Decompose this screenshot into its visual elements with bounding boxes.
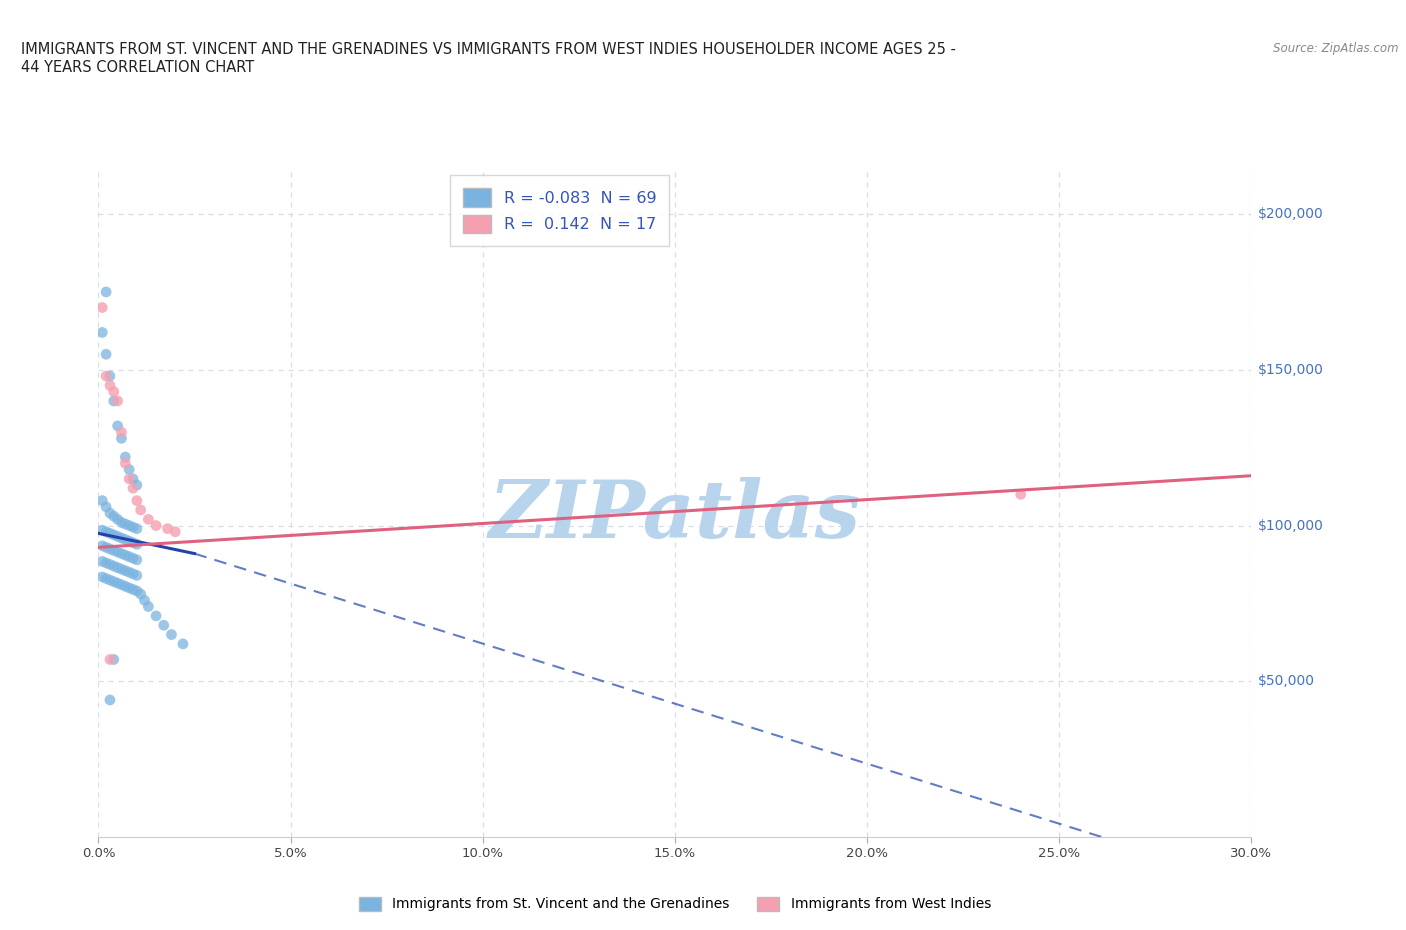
- Point: [160, 627, 183, 642]
- Point: [110, 531, 132, 546]
- Point: [118, 565, 141, 579]
- Point: [122, 472, 145, 486]
- Point: [107, 418, 129, 433]
- Legend: R = -0.083  N = 69, R =  0.142  N = 17: R = -0.083 N = 69, R = 0.142 N = 17: [450, 176, 669, 246]
- Point: [156, 521, 179, 536]
- Point: [98, 693, 121, 708]
- Point: [145, 518, 167, 533]
- Point: [152, 618, 174, 632]
- Point: [125, 552, 148, 567]
- Point: [98, 368, 121, 383]
- Point: [134, 592, 156, 607]
- Point: [114, 532, 136, 547]
- Point: [1010, 487, 1032, 502]
- Point: [118, 462, 141, 477]
- Point: [129, 502, 152, 517]
- Point: [103, 559, 125, 574]
- Point: [103, 574, 125, 589]
- Point: [94, 525, 117, 539]
- Point: [138, 599, 160, 614]
- Text: $100,000: $100,000: [1258, 519, 1324, 533]
- Text: Source: ZipAtlas.com: Source: ZipAtlas.com: [1274, 42, 1399, 55]
- Text: $150,000: $150,000: [1258, 363, 1324, 377]
- Point: [122, 481, 145, 496]
- Point: [103, 527, 125, 542]
- Point: [98, 506, 121, 521]
- Point: [125, 568, 148, 583]
- Point: [107, 576, 129, 591]
- Point: [114, 578, 136, 593]
- Point: [103, 384, 125, 399]
- Point: [122, 566, 145, 581]
- Point: [98, 541, 121, 556]
- Point: [107, 393, 129, 408]
- Point: [91, 523, 114, 538]
- Point: [122, 551, 145, 565]
- Legend: Immigrants from St. Vincent and the Grenadines, Immigrants from West Indies: Immigrants from St. Vincent and the Gren…: [352, 890, 998, 919]
- Point: [114, 564, 136, 578]
- Point: [107, 512, 129, 526]
- Point: [98, 378, 121, 392]
- Point: [98, 525, 121, 540]
- Text: IMMIGRANTS FROM ST. VINCENT AND THE GRENADINES VS IMMIGRANTS FROM WEST INDIES HO: IMMIGRANTS FROM ST. VINCENT AND THE GREN…: [21, 42, 956, 57]
- Text: $50,000: $50,000: [1258, 674, 1316, 688]
- Point: [118, 472, 141, 486]
- Point: [138, 512, 160, 526]
- Point: [118, 534, 141, 549]
- Point: [165, 525, 187, 539]
- Point: [98, 573, 121, 588]
- Point: [107, 560, 129, 575]
- Point: [110, 546, 132, 561]
- Point: [110, 431, 132, 445]
- Point: [98, 652, 121, 667]
- Point: [91, 325, 114, 339]
- Point: [125, 521, 148, 536]
- Point: [122, 520, 145, 535]
- Point: [125, 537, 148, 551]
- Text: ZIPatlas: ZIPatlas: [489, 477, 860, 554]
- Point: [103, 543, 125, 558]
- Point: [94, 555, 117, 570]
- Point: [91, 300, 114, 315]
- Point: [103, 393, 125, 408]
- Point: [103, 652, 125, 667]
- Point: [114, 548, 136, 563]
- Point: [122, 582, 145, 597]
- Point: [114, 449, 136, 464]
- Point: [145, 608, 167, 623]
- Point: [94, 368, 117, 383]
- Point: [118, 580, 141, 595]
- Point: [118, 518, 141, 533]
- Point: [110, 515, 132, 530]
- Point: [91, 554, 114, 569]
- Point: [125, 493, 148, 508]
- Point: [107, 545, 129, 560]
- Point: [94, 499, 117, 514]
- Point: [114, 456, 136, 471]
- Point: [91, 569, 114, 584]
- Point: [110, 562, 132, 577]
- Point: [172, 636, 194, 651]
- Point: [94, 347, 117, 362]
- Point: [94, 285, 117, 299]
- Point: [107, 529, 129, 544]
- Point: [129, 587, 152, 602]
- Point: [118, 550, 141, 565]
- Point: [91, 493, 114, 508]
- Point: [114, 516, 136, 531]
- Point: [103, 509, 125, 524]
- Point: [110, 578, 132, 592]
- Point: [94, 540, 117, 555]
- Point: [122, 536, 145, 551]
- Point: [125, 478, 148, 493]
- Point: [94, 571, 117, 586]
- Point: [98, 557, 121, 572]
- Point: [91, 538, 114, 553]
- Text: $200,000: $200,000: [1258, 207, 1324, 221]
- Text: 44 YEARS CORRELATION CHART: 44 YEARS CORRELATION CHART: [21, 60, 254, 75]
- Point: [125, 583, 148, 598]
- Point: [110, 425, 132, 440]
